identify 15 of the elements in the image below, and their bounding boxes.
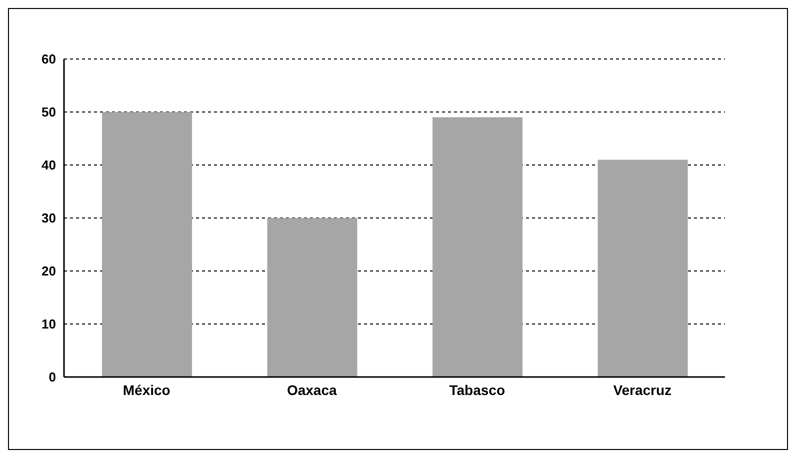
bar <box>267 218 358 377</box>
y-tick-label: 20 <box>42 264 56 279</box>
y-tick-label: 30 <box>42 210 56 226</box>
y-tick-label: 40 <box>42 158 56 173</box>
bar <box>432 117 522 377</box>
x-tick-label: Oaxaca <box>286 382 337 398</box>
x-tick-label: México <box>122 382 170 398</box>
y-tick-label: 60 <box>42 52 56 67</box>
y-tick-label: 10 <box>42 316 56 332</box>
x-tick-label: Tabasco <box>449 382 506 398</box>
x-tick-label: Veracruz <box>613 382 672 398</box>
bar <box>102 112 192 377</box>
bar <box>598 160 688 377</box>
y-tick-label: 0 <box>48 370 56 385</box>
y-tick-label: 50 <box>42 104 56 120</box>
